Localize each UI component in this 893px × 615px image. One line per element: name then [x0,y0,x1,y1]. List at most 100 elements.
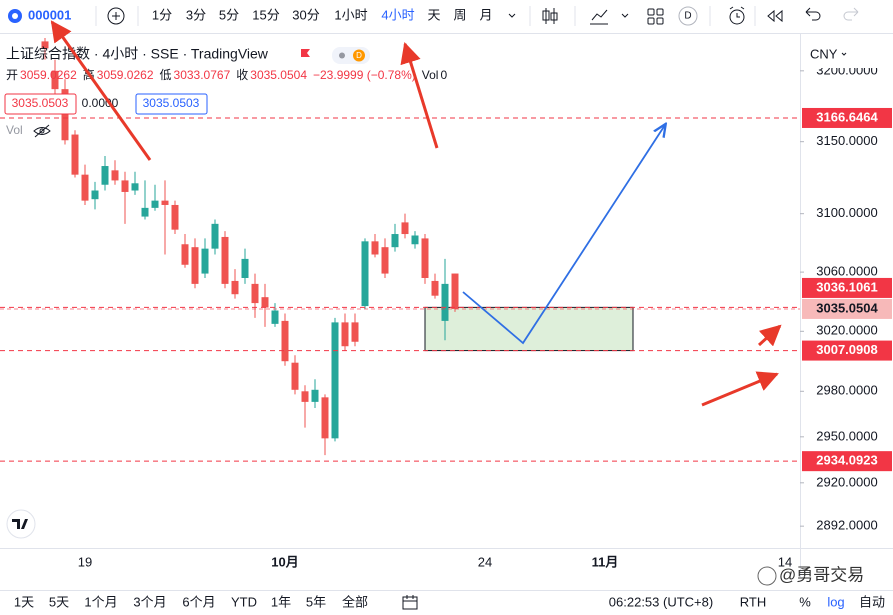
candle-body [331,322,339,439]
interval[interactable]: 月 [479,7,492,22]
alert-icon[interactable] [729,9,745,25]
replay-icon[interactable] [767,9,783,23]
level-label: 3166.6464 [816,109,878,124]
candle-body [41,41,49,49]
range-button[interactable]: 3个月 [133,594,166,609]
undo-icon[interactable] [805,7,821,21]
flag[interactable] [301,49,310,57]
candle-body [151,200,159,208]
interval[interactable]: 30分 [292,7,319,22]
interval[interactable]: 3分 [186,7,206,22]
symbol[interactable]: 000001 [28,7,71,22]
bottom-bar: 1天 5天 1个月 3个月 6个月 YTD 1年 5年 全部 [14,594,368,609]
ohlc-text: 3033.0767 [174,68,231,82]
range-button[interactable]: 5年 [306,594,326,609]
blue-arrow [462,125,665,345]
chart-icon[interactable] [590,9,608,25]
last-price-label: 3035.0504 [816,300,878,315]
range-button[interactable]: 1天 [14,594,34,609]
red-arrow [701,371,779,407]
sell-button[interactable] [4,93,77,115]
ohlc-text: 开 [6,68,18,82]
level-label: 3007.0908 [816,342,877,357]
candle-icon [550,12,558,21]
range-button[interactable]: 1年 [271,594,291,609]
interval[interactable]: 1小时 [334,7,367,22]
hide-icon[interactable] [33,124,51,138]
calendar-icon[interactable] [402,595,418,610]
range-button[interactable]: 6个月 [182,594,215,609]
candle-body [61,89,69,141]
chevron[interactable] [508,13,516,18]
interval[interactable]: 天 [427,7,440,22]
level-label: 3036.1061 [816,279,877,294]
chevron[interactable] [621,13,629,18]
clock: 06:22:53 (UTC+8) [609,594,713,609]
x-tick-label: 14 [778,554,792,569]
layout-icon [656,17,664,25]
session[interactable]: RTH [740,594,766,609]
candle-body [131,183,139,191]
sell-price: 3035.0503 [12,96,69,110]
candle-body [321,397,329,439]
level-label: 2934.0923 [816,453,877,468]
range-button[interactable]: 全部 [342,594,368,609]
log-toggle[interactable]: log [827,594,844,609]
candle-body [141,207,149,217]
red-arrow [757,324,782,347]
watermark-text: @勇哥交易 [779,565,864,584]
candle-body [451,273,459,309]
legend-title: 上证综合指数 · 4小时 · SSE · TradingView [6,46,269,62]
interval[interactable]: 4小时 [381,7,414,22]
layout-icon[interactable] [647,8,655,16]
percent-toggle[interactable]: % [799,594,811,609]
candle-body [361,241,369,307]
ohlc-text: 收 [236,68,248,82]
candle-body [261,297,269,308]
buy-price: 3035.0503 [143,96,200,110]
range-button[interactable]: 5天 [49,594,69,609]
buy-button[interactable] [135,93,208,115]
interval[interactable]: 周 [453,7,466,22]
candle-body [221,236,229,284]
candle-body [161,200,169,205]
candle-body [381,247,389,274]
zone-box [424,306,634,352]
candle-body [231,280,239,295]
redo-icon[interactable] [843,7,859,21]
add-icon [112,12,120,20]
level-label-bg [802,340,892,361]
ohlc-text: 低 [160,68,172,82]
x-tick-label: 19 [78,554,92,569]
toolbar [0,0,893,33]
red-arrow [400,41,439,149]
candle-body [201,248,209,274]
candle-body [311,389,319,402]
level-label-bg [802,277,892,298]
range-button[interactable]: YTD [231,594,257,609]
ohlc-text: 3059.0262 [20,68,77,82]
ohlc-text: Vol [422,68,439,82]
ohlc-text: 3035.0504 [250,68,307,82]
candle-body [71,134,79,175]
watermark: @勇哥交易 [757,565,864,586]
auto-toggle[interactable]: 自动 [859,594,885,609]
candle-body [411,235,419,245]
ohlc-text: 0 [440,68,447,82]
candle-body [401,222,409,235]
range-button[interactable]: 1个月 [84,594,117,609]
badge-circle[interactable] [678,6,698,26]
drawings [50,20,782,407]
interval[interactable]: 5分 [219,7,239,22]
candle-body [301,391,309,402]
candle-body [191,247,199,284]
red-arrow [50,20,152,161]
candle-body [281,320,289,362]
interval[interactable]: 1分 [152,7,172,22]
candle-body [421,238,429,278]
currency[interactable]: CNY [810,46,838,61]
ohlc-text: −23.9999 (−0.78%) [313,68,416,82]
add-button[interactable] [107,7,125,25]
toolbar-icons [542,6,859,26]
interval[interactable]: 15分 [252,7,279,22]
